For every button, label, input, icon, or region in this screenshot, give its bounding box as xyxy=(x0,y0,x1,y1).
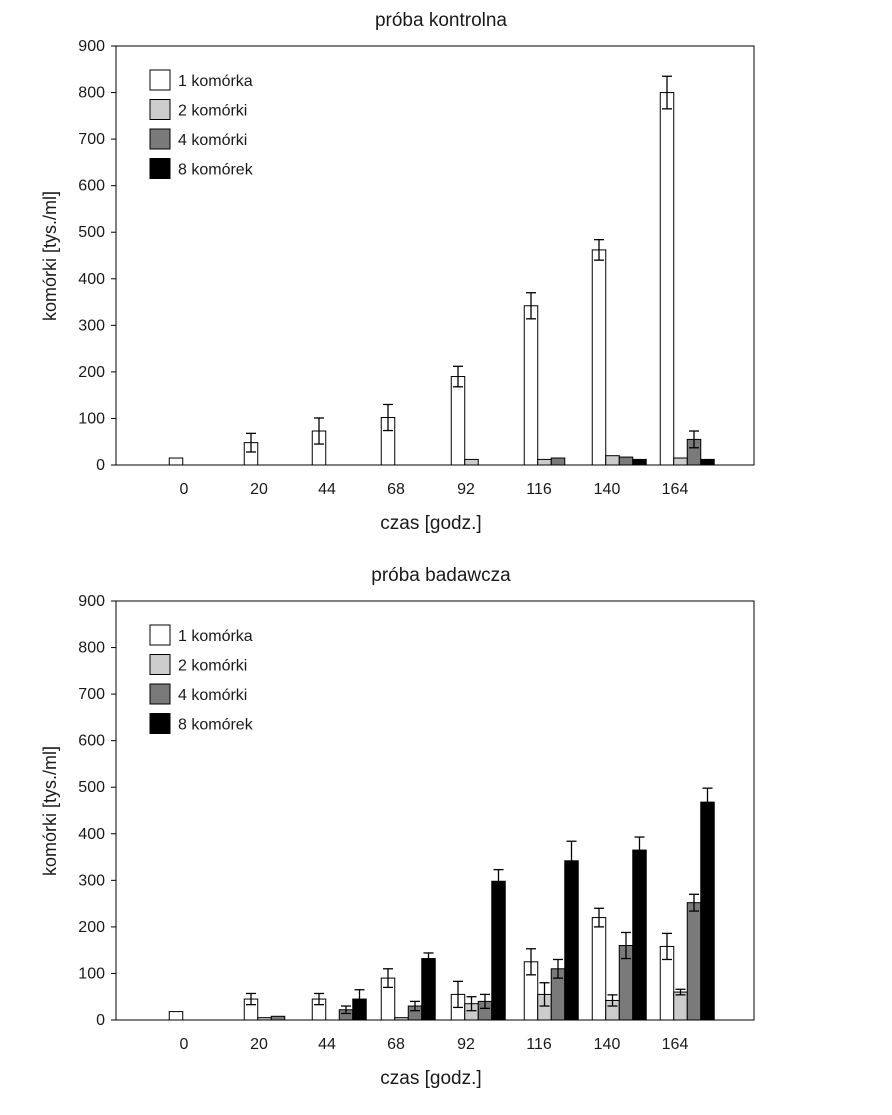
y-tick-label: 500 xyxy=(78,224,105,241)
y-tick-label: 300 xyxy=(78,317,105,334)
bar xyxy=(537,458,552,466)
bar xyxy=(632,458,647,466)
y-tick-label: 700 xyxy=(78,131,105,148)
legend-label: 2 komórki xyxy=(178,103,247,120)
y-tick-label: 600 xyxy=(78,178,105,195)
x-tick-label: 0 xyxy=(180,1036,189,1053)
x-tick-label: 44 xyxy=(318,1036,336,1053)
x-tick-label: 68 xyxy=(387,1036,405,1053)
bar xyxy=(686,902,702,1021)
x-tick-label: 116 xyxy=(526,481,552,498)
y-tick-label: 700 xyxy=(78,686,105,703)
y-tick-label: 900 xyxy=(78,38,105,55)
y-axis-label: komórki [tys./ml] xyxy=(40,191,60,321)
bar xyxy=(591,249,607,466)
bar xyxy=(659,92,675,466)
chart-test: próba badawcza 0 100 200 300 400 500 600 700 800 9… xyxy=(0,555,892,1110)
legend-swatch xyxy=(149,158,171,179)
x-tick-label: 140 xyxy=(594,481,621,498)
bar xyxy=(523,305,539,466)
bar xyxy=(700,458,715,466)
bar xyxy=(673,457,688,466)
x-tick-label: 140 xyxy=(594,1036,621,1053)
legend-label: 8 komórek xyxy=(178,717,254,734)
y-tick-label: 800 xyxy=(78,85,105,102)
x-tick-label: 164 xyxy=(662,1036,689,1053)
y-tick-label: 200 xyxy=(78,364,105,381)
y-tick-label: 0 xyxy=(96,457,105,474)
x-tick-label: 92 xyxy=(457,1036,475,1053)
y-tick-label: 400 xyxy=(78,271,105,288)
chart-title: próba badawcza xyxy=(371,565,511,586)
x-tick-label: 0 xyxy=(180,481,189,498)
x-tick-label: 44 xyxy=(318,481,336,498)
chart-svg: próba badawcza01002003004005006007008009… xyxy=(40,565,755,1089)
plot-frame xyxy=(115,45,755,466)
y-tick-label: 200 xyxy=(78,919,105,936)
bar xyxy=(491,880,506,1021)
legend-swatch xyxy=(149,99,171,120)
legend-swatch xyxy=(149,683,171,705)
bar xyxy=(700,801,715,1021)
x-tick-label: 92 xyxy=(457,481,475,498)
y-tick-label: 0 xyxy=(96,1012,105,1029)
y-tick-label: 900 xyxy=(78,593,105,610)
legend-label: 1 komórka xyxy=(178,73,253,90)
legend-label: 1 komórka xyxy=(178,628,253,645)
y-tick-label: 800 xyxy=(78,640,105,657)
bar xyxy=(394,1017,409,1021)
y-tick-label: 100 xyxy=(78,410,105,427)
legend-swatch xyxy=(149,713,171,734)
y-axis-label: komórki [tys./ml] xyxy=(40,746,60,876)
legend-label: 2 komórki xyxy=(178,658,247,675)
x-tick-label: 164 xyxy=(662,481,689,498)
bar xyxy=(257,1017,272,1021)
y-tick-label: 300 xyxy=(78,872,105,889)
chart-svg: próba kontrolna0100200300400500600700800… xyxy=(40,10,755,534)
y-tick-label: 100 xyxy=(78,965,105,982)
bar xyxy=(464,458,479,466)
x-axis-label: czas [godz.] xyxy=(380,513,481,534)
bar xyxy=(632,849,647,1021)
bar xyxy=(564,860,579,1021)
bar xyxy=(168,1011,184,1021)
x-axis-label: czas [godz.] xyxy=(380,1068,481,1089)
legend-swatch xyxy=(149,624,171,646)
chart-title: próba kontrolna xyxy=(375,10,507,31)
bar xyxy=(605,455,620,466)
x-tick-label: 116 xyxy=(526,1036,552,1053)
bar xyxy=(421,958,436,1021)
bar xyxy=(591,917,607,1021)
y-tick-label: 600 xyxy=(78,733,105,750)
x-tick-label: 20 xyxy=(250,481,268,498)
legend-swatch xyxy=(149,69,171,91)
legend-label: 4 komórki xyxy=(178,687,247,704)
bar xyxy=(550,457,566,466)
bar xyxy=(673,991,688,1021)
x-tick-label: 68 xyxy=(387,481,405,498)
bar xyxy=(618,456,634,466)
legend-label: 4 komórki xyxy=(178,132,247,149)
chart-control: próba kontrolna 0 100 200 300 400 500 600 700 800… xyxy=(0,0,892,555)
bar xyxy=(168,457,184,466)
legend-label: 8 komórek xyxy=(178,162,254,179)
legend-swatch xyxy=(149,654,171,675)
legend-swatch xyxy=(149,128,171,150)
bar xyxy=(270,1015,286,1021)
x-tick-label: 20 xyxy=(250,1036,268,1053)
bar xyxy=(450,376,466,466)
y-tick-label: 400 xyxy=(78,826,105,843)
y-tick-label: 500 xyxy=(78,779,105,796)
